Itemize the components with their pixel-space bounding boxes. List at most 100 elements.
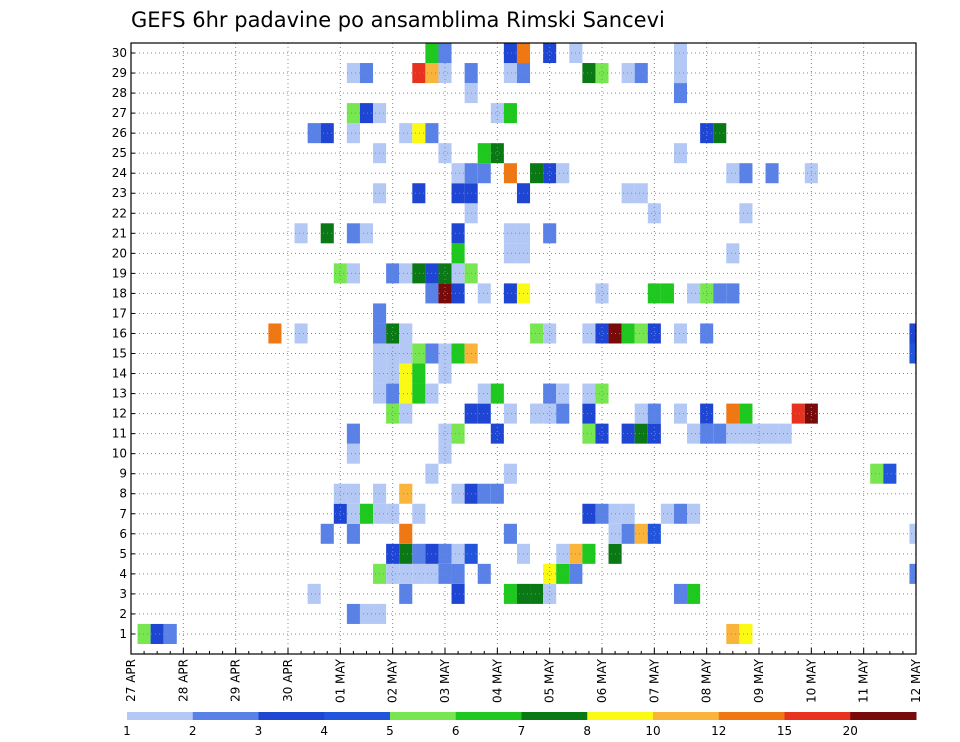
legend-swatch [653,712,720,720]
legend-swatch [718,712,785,720]
y-tick-label: 11 [112,427,127,441]
x-axis: 27 APR 28 APR 29 APR 30 APR 01 MAY 02 MAY 03 M… [124,648,923,703]
heatmap-cell [582,323,596,344]
heatmap-cell [530,583,544,604]
heatmap-cell [399,523,413,544]
heatmap-cell [477,143,491,164]
x-tick-label: 11 MAY [857,658,871,703]
heatmap-cell [909,563,916,584]
heatmap-cell [412,543,426,564]
heatmap-cell [673,43,688,64]
heatmap-cell [647,203,661,224]
y-tick-label: 8 [119,487,127,501]
heatmap-cell [673,403,688,424]
heatmap-cell [490,103,504,124]
heatmap-cell [673,503,688,524]
heatmap-cell [399,263,413,284]
x-tick-label: 09 MAY [752,658,766,703]
y-tick-label: 7 [119,507,127,521]
heatmap-cell [307,123,321,144]
legend-swatch [258,712,325,720]
legend-label: 4 [320,724,328,738]
heatmap-cell [739,623,753,644]
y-tick-label: 6 [119,527,127,541]
x-tick-label: 08 MAY [700,658,714,703]
x-tick-label: 12 MAY [909,658,923,703]
heatmap-cell [556,163,570,184]
heatmap-cell [909,323,916,344]
heatmap-cell [687,503,701,524]
x-tick-label: 10 MAY [804,658,818,703]
y-tick-label: 24 [112,166,127,180]
legend-label: 12 [711,724,726,738]
heatmap-cell [621,63,635,84]
heatmap-cell [399,543,413,564]
heatmap-cell [477,383,491,404]
heatmap-cell [634,63,648,84]
heatmap-cell [634,403,648,424]
heatmap-cell [359,603,374,624]
heatmap-cell [268,323,282,344]
heatmap-cell [595,423,609,444]
heatmap-cell [595,383,609,404]
heatmap-cell [333,483,347,504]
heatmap-cell [399,123,413,144]
heatmap-cell [477,483,491,504]
y-tick-label: 10 [112,447,127,461]
heatmap-cell [346,483,360,504]
heatmap-cell [386,343,400,364]
y-tick-label: 3 [119,587,127,601]
heatmap-cell [412,363,426,384]
heatmap-cell [647,323,661,344]
y-tick-label: 29 [112,66,127,80]
heatmap-cell [307,583,321,604]
x-tick-label: 01 MAY [333,658,347,703]
heatmap-cell [673,143,688,164]
heatmap-cell [791,403,805,424]
heatmap-cell [503,583,517,604]
heatmap-cell [726,283,740,304]
y-tick-label: 22 [112,206,127,220]
chart-title: GEFS 6hr padavine po ansamblima Rimski S… [131,8,665,32]
color-legend: 1 2 3 4 5 6 7 8 10 12 15 20 [123,712,917,738]
y-axis: 1234567891011121314151617181920212223242… [112,46,135,641]
y-tick-label: 30 [112,46,127,60]
legend-swatch [850,712,917,720]
heatmap-cell [726,403,740,424]
heatmap-cell [647,523,661,544]
legend-label: 8 [583,724,591,738]
y-tick-label: 20 [112,246,127,260]
heatmap-cell [595,63,609,84]
heatmap-cell [386,263,400,284]
heatmap-cell [386,503,400,524]
heatmap-cell [137,623,151,644]
heatmap-cell [399,363,413,384]
legend-swatch [784,712,851,720]
heatmap-cell [634,523,648,544]
heatmap-cell [438,43,452,64]
heatmap-cell [503,63,517,84]
heatmap-cell [503,43,517,64]
legend-swatch [521,712,588,720]
heatmap-cell [621,423,635,444]
x-tick-label: 07 MAY [647,658,661,703]
heatmap-cell [386,543,400,564]
heatmap-cell [333,263,347,284]
x-tick-label: 05 MAY [543,658,557,703]
heatmap-cell [778,423,792,444]
heatmap-cell [451,423,465,444]
heatmap-cell [621,183,635,204]
heatmap-cell [673,63,688,84]
heatmap-cell [386,403,400,424]
heatmap-cell [582,403,596,424]
heatmap-cell [451,343,465,364]
heatmap-cell [543,583,557,604]
heatmap-cell [700,403,714,424]
heatmap-cell [386,323,400,344]
heatmap-cell [503,163,517,184]
heatmap-cell [582,63,596,84]
legend-label: 3 [255,724,263,738]
heatmap-cell [582,383,596,404]
heatmap-cell [503,523,517,544]
heatmap-cell [451,283,465,304]
